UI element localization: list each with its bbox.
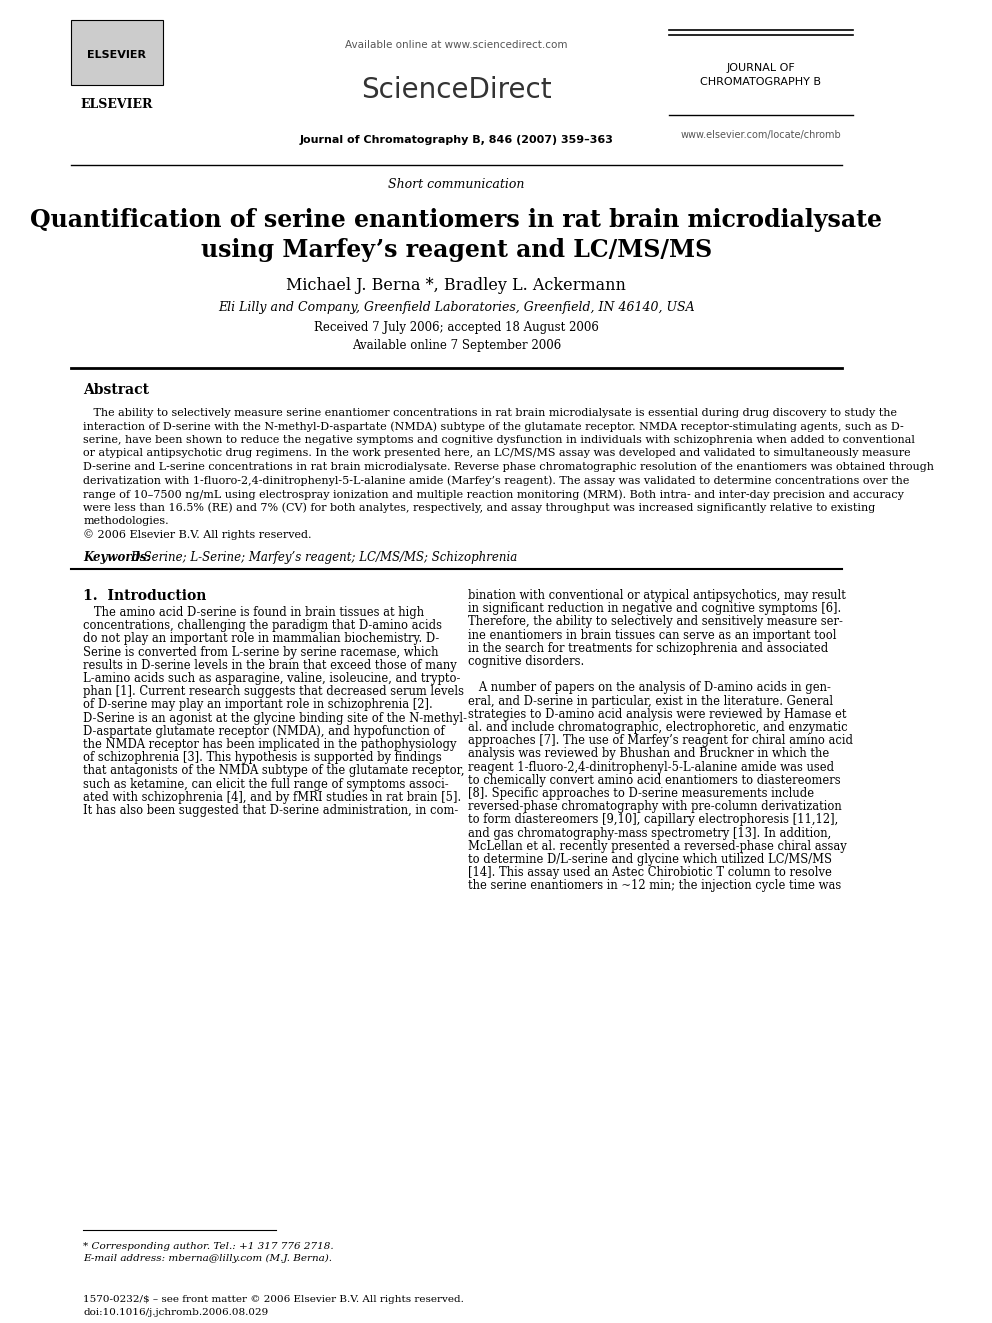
Text: McLellan et al. recently presented a reversed-phase chiral assay: McLellan et al. recently presented a rev… <box>468 840 847 853</box>
Text: [8]. Specific approaches to D-serine measurements include: [8]. Specific approaches to D-serine mea… <box>468 787 814 800</box>
Text: range of 10–7500 ng/mL using electrospray ionization and multiple reaction monit: range of 10–7500 ng/mL using electrospra… <box>83 490 905 500</box>
Text: www.elsevier.com/locate/chromb: www.elsevier.com/locate/chromb <box>681 130 841 140</box>
Text: It has also been suggested that D-serine administration, in com-: It has also been suggested that D-serine… <box>83 804 458 818</box>
Text: analysis was reviewed by Bhushan and Bruckner in which the: analysis was reviewed by Bhushan and Bru… <box>468 747 829 761</box>
Text: do not play an important role in mammalian biochemistry. D-: do not play an important role in mammali… <box>83 632 439 646</box>
Text: strategies to D-amino acid analysis were reviewed by Hamase et: strategies to D-amino acid analysis were… <box>468 708 846 721</box>
Text: D-serine and L-serine concentrations in rat brain microdialysate. Reverse phase : D-serine and L-serine concentrations in … <box>83 462 934 472</box>
Text: [14]. This assay used an Astec Chirobiotic T column to resolve: [14]. This assay used an Astec Chirobiot… <box>468 867 832 880</box>
Text: interaction of D-serine with the N-methyl-D-aspartate (NMDA) subtype of the glut: interaction of D-serine with the N-methy… <box>83 422 904 433</box>
Text: serine, have been shown to reduce the negative symptoms and cognitive dysfunctio: serine, have been shown to reduce the ne… <box>83 435 916 445</box>
Text: approaches [7]. The use of Marfey’s reagent for chiral amino acid: approaches [7]. The use of Marfey’s reag… <box>468 734 853 747</box>
Text: 1.  Introduction: 1. Introduction <box>83 589 206 603</box>
Text: Michael J. Berna *, Bradley L. Ackermann: Michael J. Berna *, Bradley L. Ackermann <box>287 277 626 294</box>
Text: Journal of Chromatography B, 846 (2007) 359–363: Journal of Chromatography B, 846 (2007) … <box>300 135 613 146</box>
Text: Eli Lilly and Company, Greenfield Laboratories, Greenfield, IN 46140, USA: Eli Lilly and Company, Greenfield Labora… <box>218 302 694 315</box>
Text: doi:10.1016/j.jchromb.2006.08.029: doi:10.1016/j.jchromb.2006.08.029 <box>83 1308 269 1316</box>
Text: to chemically convert amino acid enantiomers to diastereomers: to chemically convert amino acid enantio… <box>468 774 840 787</box>
Text: JOURNAL OF
CHROMATOGRAPHY B: JOURNAL OF CHROMATOGRAPHY B <box>700 64 821 86</box>
Text: Available online 7 September 2006: Available online 7 September 2006 <box>352 339 560 352</box>
Text: reagent 1-fluoro-2,4-dinitrophenyl-5-L-alanine amide was used: reagent 1-fluoro-2,4-dinitrophenyl-5-L-a… <box>468 761 834 774</box>
Text: Keywords:: Keywords: <box>83 550 160 564</box>
Text: of D-serine may play an important role in schizophrenia [2].: of D-serine may play an important role i… <box>83 699 434 712</box>
Text: The amino acid D-serine is found in brain tissues at high: The amino acid D-serine is found in brai… <box>83 606 425 619</box>
Text: ScienceDirect: ScienceDirect <box>361 75 552 105</box>
Text: or atypical antipsychotic drug regimens. In the work presented here, an LC/MS/MS: or atypical antipsychotic drug regimens.… <box>83 448 911 459</box>
Text: Received 7 July 2006; accepted 18 August 2006: Received 7 July 2006; accepted 18 August… <box>313 321 599 335</box>
Text: Quantification of serine enantiomers in rat brain microdialysate: Quantification of serine enantiomers in … <box>31 208 882 232</box>
Text: * Corresponding author. Tel.: +1 317 776 2718.: * Corresponding author. Tel.: +1 317 776… <box>83 1242 334 1252</box>
Text: in significant reduction in negative and cognitive symptoms [6].: in significant reduction in negative and… <box>468 602 841 615</box>
Text: the NMDA receptor has been implicated in the pathophysiology: the NMDA receptor has been implicated in… <box>83 738 457 751</box>
Text: Abstract: Abstract <box>83 382 150 397</box>
Text: D-Serine; L-Serine; Marfey’s reagent; LC/MS/MS; Schizophrenia: D-Serine; L-Serine; Marfey’s reagent; LC… <box>130 550 518 564</box>
Text: ELSEVIER: ELSEVIER <box>80 98 153 111</box>
Text: Short communication: Short communication <box>388 179 525 192</box>
Text: ELSEVIER: ELSEVIER <box>87 50 147 60</box>
Text: that antagonists of the NMDA subtype of the glutamate receptor,: that antagonists of the NMDA subtype of … <box>83 765 465 778</box>
Text: derivatization with 1-fluoro-2,4-dinitrophenyl-5-L-alanine amide (Marfey’s reage: derivatization with 1-fluoro-2,4-dinitro… <box>83 475 910 486</box>
Text: D-aspartate glutamate receptor (NMDA), and hypofunction of: D-aspartate glutamate receptor (NMDA), a… <box>83 725 445 738</box>
Text: al. and include chromatographic, electrophoretic, and enzymatic: al. and include chromatographic, electro… <box>468 721 847 734</box>
Text: to form diastereomers [9,10], capillary electrophoresis [11,12],: to form diastereomers [9,10], capillary … <box>468 814 838 827</box>
Text: 1570-0232/$ – see front matter © 2006 Elsevier B.V. All rights reserved.: 1570-0232/$ – see front matter © 2006 El… <box>83 1295 464 1304</box>
Text: to determine D/L-serine and glycine which utilized LC/MS/MS: to determine D/L-serine and glycine whic… <box>468 853 832 867</box>
Text: of schizophrenia [3]. This hypothesis is supported by findings: of schizophrenia [3]. This hypothesis is… <box>83 751 442 765</box>
Text: cognitive disorders.: cognitive disorders. <box>468 655 584 668</box>
Text: and gas chromatography-mass spectrometry [13]. In addition,: and gas chromatography-mass spectrometry… <box>468 827 831 840</box>
Text: bination with conventional or atypical antipsychotics, may result: bination with conventional or atypical a… <box>468 589 846 602</box>
Text: Serine is converted from L-serine by serine racemase, which: Serine is converted from L-serine by ser… <box>83 646 438 659</box>
Text: E-mail address: mberna@lilly.com (M.J. Berna).: E-mail address: mberna@lilly.com (M.J. B… <box>83 1254 332 1263</box>
FancyBboxPatch shape <box>70 20 163 85</box>
Text: D-Serine is an agonist at the glycine binding site of the N-methyl-: D-Serine is an agonist at the glycine bi… <box>83 712 467 725</box>
Text: such as ketamine, can elicit the full range of symptoms associ-: such as ketamine, can elicit the full ra… <box>83 778 449 791</box>
Text: results in D-serine levels in the brain that exceed those of many: results in D-serine levels in the brain … <box>83 659 457 672</box>
Text: in the search for treatments for schizophrenia and associated: in the search for treatments for schizop… <box>468 642 828 655</box>
Text: L-amino acids such as asparagine, valine, isoleucine, and trypto-: L-amino acids such as asparagine, valine… <box>83 672 460 685</box>
Text: concentrations, challenging the paradigm that D-amino acids: concentrations, challenging the paradigm… <box>83 619 442 632</box>
Text: The ability to selectively measure serine enantiomer concentrations in rat brain: The ability to selectively measure serin… <box>83 407 898 418</box>
Text: ine enantiomers in brain tissues can serve as an important tool: ine enantiomers in brain tissues can ser… <box>468 628 836 642</box>
Text: reversed-phase chromatography with pre-column derivatization: reversed-phase chromatography with pre-c… <box>468 800 842 814</box>
Text: phan [1]. Current research suggests that decreased serum levels: phan [1]. Current research suggests that… <box>83 685 464 699</box>
Text: methodologies.: methodologies. <box>83 516 169 527</box>
Text: © 2006 Elsevier B.V. All rights reserved.: © 2006 Elsevier B.V. All rights reserved… <box>83 529 311 540</box>
Text: A number of papers on the analysis of D-amino acids in gen-: A number of papers on the analysis of D-… <box>468 681 831 695</box>
Text: using Marfey’s reagent and LC/MS/MS: using Marfey’s reagent and LC/MS/MS <box>200 238 712 262</box>
Text: Available online at www.sciencedirect.com: Available online at www.sciencedirect.co… <box>345 40 567 50</box>
Text: the serine enantiomers in ~12 min; the injection cycle time was: the serine enantiomers in ~12 min; the i… <box>468 880 841 893</box>
Text: ated with schizophrenia [4], and by fMRI studies in rat brain [5].: ated with schizophrenia [4], and by fMRI… <box>83 791 461 804</box>
Text: eral, and D-serine in particular, exist in the literature. General: eral, and D-serine in particular, exist … <box>468 695 833 708</box>
Text: Therefore, the ability to selectively and sensitively measure ser-: Therefore, the ability to selectively an… <box>468 615 843 628</box>
Text: were less than 16.5% (RE) and 7% (CV) for both analytes, respectively, and assay: were less than 16.5% (RE) and 7% (CV) fo… <box>83 503 876 513</box>
